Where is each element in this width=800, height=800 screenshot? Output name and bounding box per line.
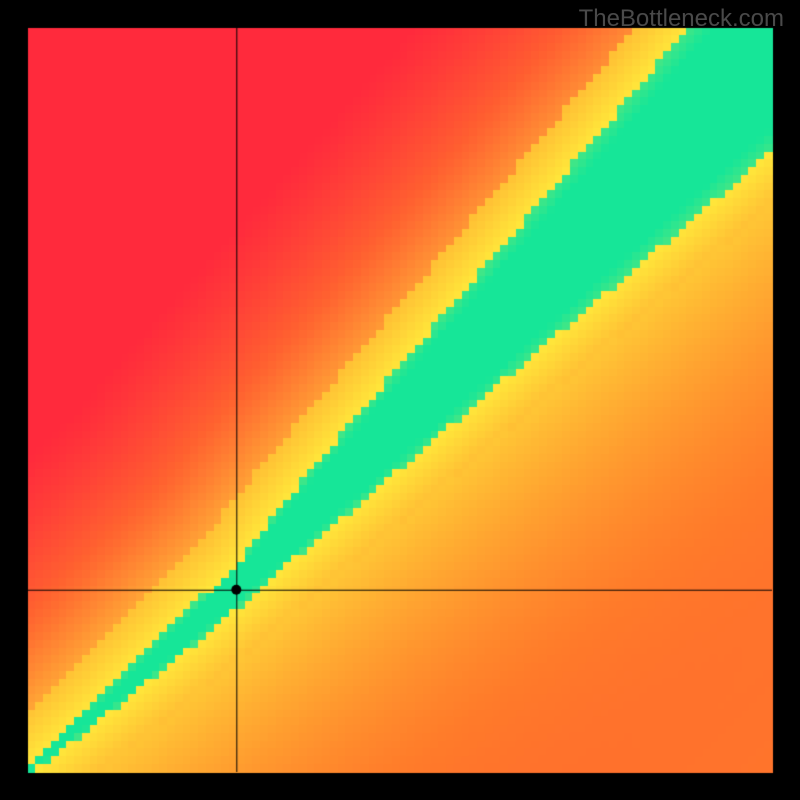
bottleneck-heatmap: [0, 0, 800, 800]
